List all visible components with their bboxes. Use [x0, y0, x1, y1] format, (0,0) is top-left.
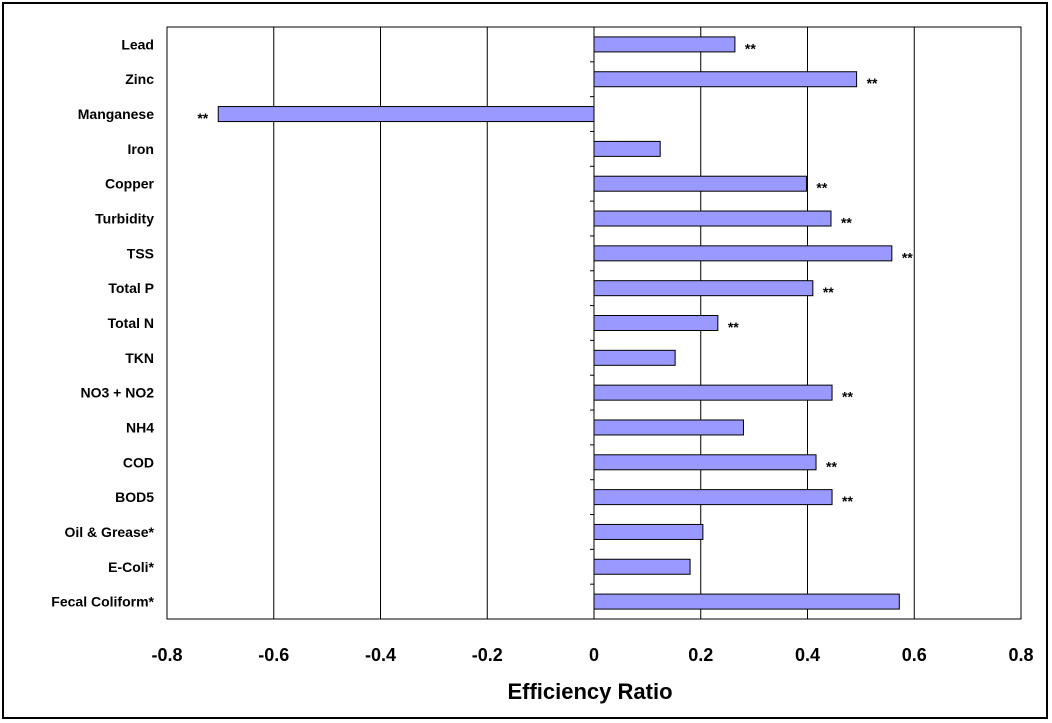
bar: [593, 280, 814, 297]
bar: [593, 36, 736, 53]
bar: [593, 454, 817, 471]
category-label: TSS: [127, 245, 154, 261]
x-tick-label: 0.8: [1008, 645, 1033, 665]
plot-area-border: [166, 26, 1022, 620]
category-labels: Lead Zinc Manganese Iron Copper Turbidity TSS T…: [51, 36, 154, 609]
bar: [593, 593, 900, 610]
category-label: Fecal Coliform*: [51, 594, 154, 610]
bar: [593, 489, 833, 506]
category-label: TKN: [125, 350, 154, 366]
bar: [593, 245, 893, 262]
category-label: COD: [123, 454, 154, 470]
x-tick-label: -0.8: [151, 645, 182, 665]
significance-labels: ** ** ** ** ** ** ** ** ** ** **: [197, 40, 913, 509]
category-label: Total P: [108, 280, 154, 296]
bar: [593, 71, 858, 88]
bar: [593, 558, 691, 575]
category-label: Total N: [108, 315, 154, 331]
significance-label: **: [842, 493, 853, 509]
x-axis-title: Efficiency Ratio: [507, 679, 672, 704]
significance-label: **: [728, 319, 739, 335]
significance-label: **: [841, 215, 852, 231]
x-tick-label: 0.6: [902, 645, 927, 665]
significance-label: **: [823, 284, 834, 300]
x-tick-labels: -0.8 -0.6 -0.4 -0.2 0 0.2 0.4 0.6 0.8: [151, 645, 1033, 665]
x-tick-label: 0.4: [795, 645, 820, 665]
significance-label: **: [902, 249, 913, 265]
x-tick-label: 0: [589, 645, 599, 665]
category-label: BOD5: [115, 489, 154, 505]
bar: [593, 210, 832, 227]
category-label: Manganese: [78, 106, 154, 122]
bar: [593, 315, 719, 331]
category-label: Iron: [128, 141, 154, 157]
bar: [593, 175, 807, 192]
bar: [593, 384, 833, 401]
significance-label: **: [842, 389, 853, 405]
significance-label: **: [867, 75, 878, 91]
category-label: E-Coli*: [108, 559, 154, 575]
bar: [593, 349, 676, 366]
x-tick-label: 0.2: [688, 645, 713, 665]
category-label: NH4: [126, 419, 154, 435]
bars: [217, 36, 900, 610]
category-label: Zinc: [125, 71, 154, 87]
x-tick-label: -0.4: [365, 645, 396, 665]
x-tick-label: -0.6: [258, 645, 289, 665]
significance-label: **: [745, 40, 756, 56]
bar: [593, 419, 744, 436]
category-label: Turbidity: [95, 211, 154, 227]
significance-label: **: [816, 180, 827, 196]
significance-label: **: [826, 458, 837, 474]
significance-label: **: [197, 110, 208, 126]
category-label: Oil & Grease*: [65, 524, 155, 540]
bar: [593, 523, 704, 540]
bar: [217, 106, 595, 123]
category-label: Copper: [105, 176, 155, 192]
category-label: Lead: [121, 36, 154, 52]
category-label: NO3 + NO2: [80, 385, 154, 401]
x-tick-label: -0.2: [472, 645, 503, 665]
bar: [593, 140, 661, 157]
